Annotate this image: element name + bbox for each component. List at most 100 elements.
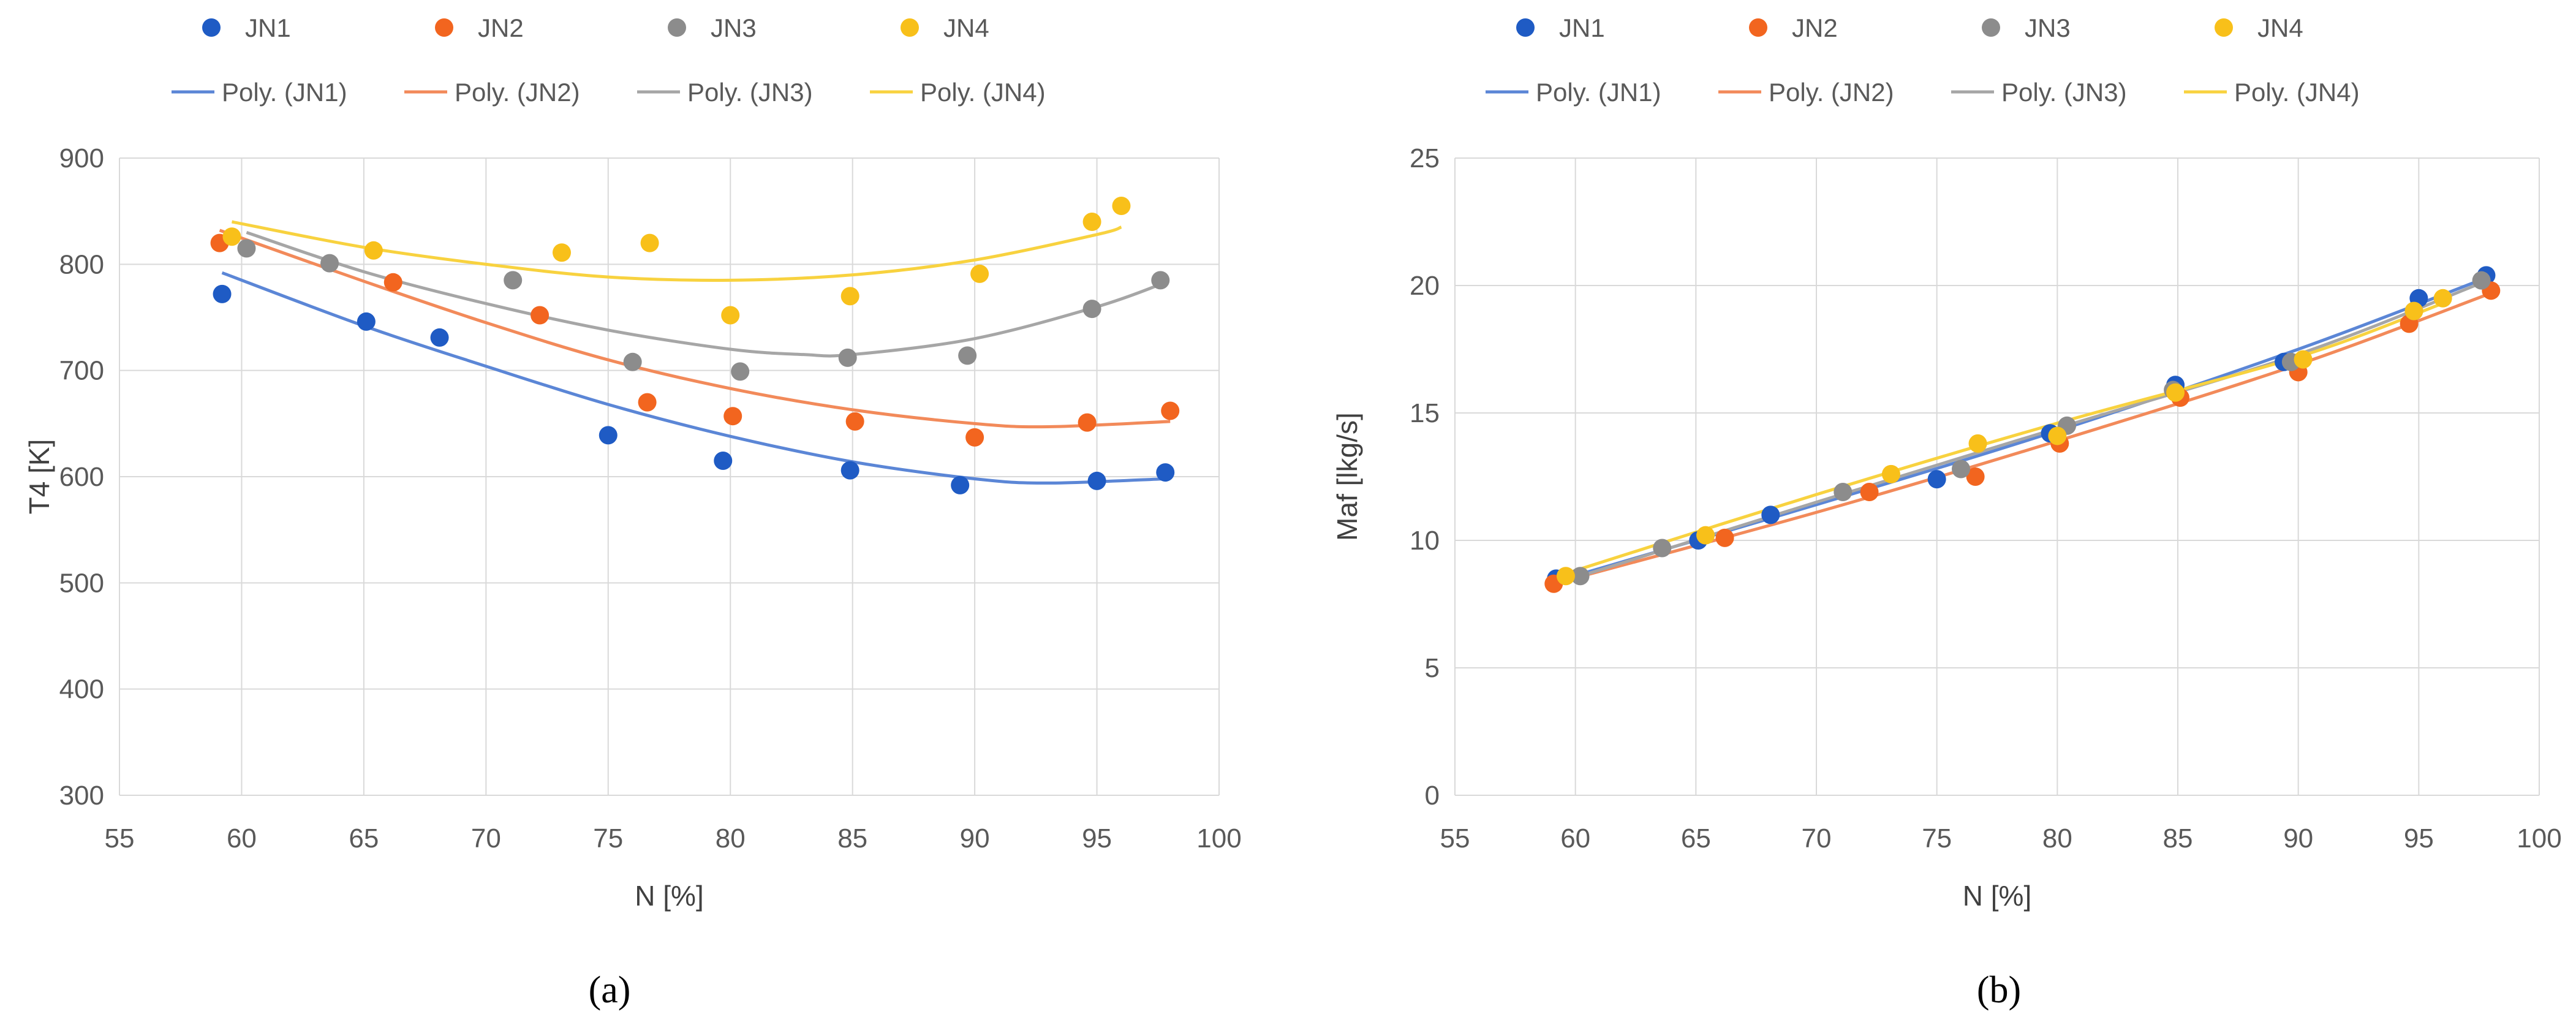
- x-tick-label: 80: [716, 823, 746, 853]
- legend-marker-jn4: [901, 18, 919, 37]
- data-point-jn4: [552, 243, 571, 262]
- data-point-jn3: [1571, 567, 1590, 586]
- x-tick-label: 75: [593, 823, 623, 853]
- legend-line-label: Poly. (JN4): [2234, 78, 2360, 107]
- gridlines: [1454, 157, 2540, 796]
- legend-label-jn1: JN1: [1559, 13, 1605, 42]
- data-point-jn4: [222, 227, 241, 246]
- data-point-jn1: [1927, 470, 1946, 489]
- y-tick-label: 300: [59, 781, 104, 811]
- data-point-jn3: [1653, 539, 1672, 558]
- data-point-jn4: [2048, 426, 2067, 445]
- data-points: [1544, 266, 2501, 593]
- y-axis-title: T4 [K]: [23, 439, 55, 515]
- data-point-jn3: [2472, 271, 2491, 290]
- legend: JN1 JN2 JN3 JN4 Poly. (JN1) Poly. (JN2) Poly. …: [1486, 13, 2360, 107]
- y-tick-label: 15: [1410, 398, 1440, 428]
- data-point-jn4: [840, 287, 859, 306]
- data-point-jn3: [320, 254, 339, 273]
- legend-marker-jn3: [668, 18, 686, 37]
- data-point-jn1: [714, 452, 733, 470]
- x-tick-label: 80: [2042, 823, 2072, 853]
- trendlines: [219, 220, 1171, 485]
- x-tick-label: 55: [1440, 823, 1470, 853]
- x-tick-label: 55: [105, 823, 135, 853]
- legend-label-jn3: JN3: [711, 13, 757, 42]
- data-point-jn1: [599, 426, 618, 445]
- legend-label-jn4: JN4: [943, 13, 989, 42]
- legend-label-jn4: JN4: [2257, 13, 2303, 42]
- data-point-jn1: [1087, 471, 1106, 490]
- x-tick-label: 95: [2404, 823, 2434, 853]
- data-point-jn4: [1556, 567, 1575, 586]
- legend-label-jn2: JN2: [1792, 13, 1838, 42]
- data-point-jn4: [1112, 197, 1131, 215]
- legend-marker-jn2: [1749, 18, 1767, 37]
- trendline-poly-jn3: [246, 230, 1161, 358]
- data-point-jn3: [504, 271, 523, 290]
- data-point-jn4: [640, 233, 659, 252]
- panel-caption: (b): [1977, 969, 2021, 1011]
- legend-line-label: Poly. (JN2): [1769, 78, 1894, 107]
- data-point-jn3: [237, 239, 256, 258]
- data-point-jn3: [1952, 460, 1970, 479]
- data-point-jn4: [1082, 213, 1101, 231]
- data-point-jn2: [1966, 467, 1985, 486]
- x-tick-label: 95: [1082, 823, 1112, 853]
- data-points: [210, 197, 1180, 494]
- data-point-jn4: [2433, 289, 2452, 308]
- data-point-jn2: [845, 412, 864, 431]
- legend-marker-jn2: [435, 18, 453, 37]
- y-tick-label: 5: [1425, 653, 1440, 683]
- data-point-jn2: [1161, 401, 1180, 420]
- data-point-jn3: [1082, 300, 1101, 319]
- legend-line-label: Poly. (JN2): [455, 78, 580, 107]
- data-point-jn2: [723, 407, 742, 426]
- chart-panel-a: 55 60 65 70 75 80 85 90 95 100 300 400 500 600 700 800 9…: [23, 13, 1242, 1011]
- data-point-jn4: [1881, 464, 1900, 483]
- y-tick-label: 400: [59, 675, 104, 705]
- y-tick-label: 700: [59, 356, 104, 386]
- y-tick-label: 800: [59, 249, 104, 279]
- data-point-jn3: [838, 348, 857, 367]
- x-tick-label: 65: [349, 823, 379, 853]
- x-tick-label: 60: [1560, 823, 1590, 853]
- data-point-jn1: [1156, 463, 1175, 482]
- data-point-jn2: [965, 428, 984, 447]
- trendline-poly-jn1: [221, 271, 1166, 485]
- data-point-jn4: [1968, 434, 1987, 453]
- data-point-jn4: [2166, 383, 2185, 402]
- y-tick-label: 0: [1425, 781, 1440, 811]
- x-tick-label: 65: [1681, 823, 1711, 853]
- gridlines: [119, 157, 1220, 796]
- y-tick-label: 600: [59, 462, 104, 492]
- x-tick-label: 75: [1922, 823, 1952, 853]
- legend-line-label: Poly. (JN1): [222, 78, 347, 107]
- x-tick-label: 70: [1802, 823, 1832, 853]
- data-point-jn2: [1860, 482, 1879, 501]
- chart-panel-b: 55 60 65 70 75 80 85 90 95 100 0 5 10 15 20 25 N [%] Maf …: [1331, 13, 2562, 1011]
- x-tick-label: 60: [227, 823, 257, 853]
- x-tick-label: 90: [960, 823, 990, 853]
- legend-marker-jn1: [1516, 18, 1535, 37]
- legend-marker-jn1: [202, 18, 221, 37]
- data-point-jn2: [1078, 413, 1097, 432]
- legend-label-jn3: JN3: [2025, 13, 2071, 42]
- data-point-jn1: [430, 328, 449, 347]
- x-tick-label: 100: [1196, 823, 1241, 853]
- y-tick-label: 900: [59, 143, 104, 173]
- data-point-jn2: [383, 273, 402, 292]
- data-point-jn2: [638, 393, 657, 412]
- data-point-jn4: [1696, 526, 1715, 545]
- x-tick-label: 85: [837, 823, 867, 853]
- legend-label-jn1: JN1: [245, 13, 291, 42]
- data-point-jn1: [213, 284, 232, 303]
- legend-marker-jn4: [2215, 18, 2233, 37]
- trendline-poly-jn4: [1565, 301, 2444, 575]
- data-point-jn4: [970, 264, 989, 283]
- legend-marker-jn3: [1982, 18, 2000, 37]
- data-point-jn1: [951, 475, 970, 494]
- legend-line-label: Poly. (JN1): [1536, 78, 1661, 107]
- data-point-jn4: [364, 241, 383, 260]
